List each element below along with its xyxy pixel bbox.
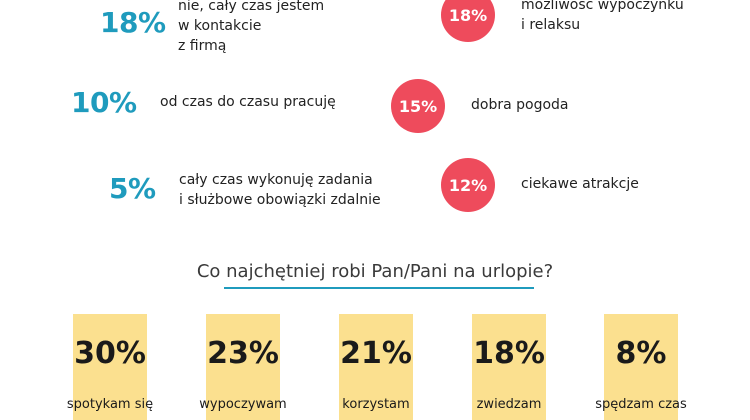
work-item-2-text: od czas do czasu pracuję — [160, 92, 336, 112]
activities-title-underline — [224, 287, 534, 289]
work-item-1-text: nie, cały czas jestem w kontakcie z firm… — [178, 0, 324, 56]
vacation-item-1-line-2: i relaksu — [521, 17, 581, 33]
work-item-2-percent: 10% — [71, 86, 137, 119]
vacation-item-3-text: ciekawe atrakcje — [521, 174, 639, 194]
activity-bar — [339, 314, 413, 420]
activity-bar-value: 30% — [74, 336, 146, 371]
activities-title: Co najchętniej robi Pan/Pani na urlopie? — [196, 261, 554, 282]
vacation-item-1-line-1: możliwość wypoczynku — [521, 0, 684, 13]
vacation-item-2-text: dobra pogoda — [471, 95, 569, 115]
vacation-item-2-line-1: dobra pogoda — [471, 97, 569, 113]
activity-bar-label: korzystam — [342, 397, 410, 412]
activity-bar-label: spotykam się — [66, 397, 154, 412]
work-item-1-line-1: nie, cały czas jestem — [178, 0, 325, 14]
activity-bar-value: 21% — [340, 336, 412, 371]
activity-bar-label: wypoczywam — [199, 397, 287, 412]
vacation-item-3-line-1: ciekawe atrakcje — [521, 176, 639, 192]
work-item-2-line-1: od czas do czasu pracuję — [160, 94, 336, 110]
activity-bar-label: spędzam czas — [595, 397, 687, 412]
work-item-1-line-2: w kontakcie — [178, 18, 262, 34]
work-item-3-percent: 5% — [109, 172, 156, 205]
activity-bar — [73, 314, 147, 420]
vacation-item-2-circle: 15% — [391, 79, 445, 133]
work-item-3-text: cały czas wykonuję zadania i służbowe ob… — [179, 170, 381, 210]
work-item-3-line-1: cały czas wykonuję zadania — [179, 172, 373, 188]
activity-bar-value: 23% — [207, 336, 279, 371]
vacation-item-1-text: możliwość wypoczynku i relaksu — [521, 0, 684, 35]
vacation-item-3-circle: 12% — [441, 158, 495, 212]
activity-bar — [604, 314, 678, 420]
vacation-item-1-circle: 18% — [441, 0, 495, 42]
activity-bar-value: 18% — [473, 336, 545, 371]
work-item-1-line-3: z firmą — [178, 38, 227, 54]
work-item-3-line-2: i służbowe obowiązki zdalnie — [179, 192, 381, 208]
work-item-1-percent: 18% — [100, 6, 166, 39]
activity-bar — [206, 314, 280, 420]
vacation-item-2-percent: 15% — [398, 96, 438, 116]
activity-bar-value: 8% — [615, 336, 667, 371]
vacation-item-1-percent: 18% — [448, 5, 488, 25]
vacation-item-3-percent: 12% — [448, 175, 488, 195]
activity-bar-label: zwiedzam — [476, 397, 542, 412]
activity-bar — [472, 314, 546, 420]
